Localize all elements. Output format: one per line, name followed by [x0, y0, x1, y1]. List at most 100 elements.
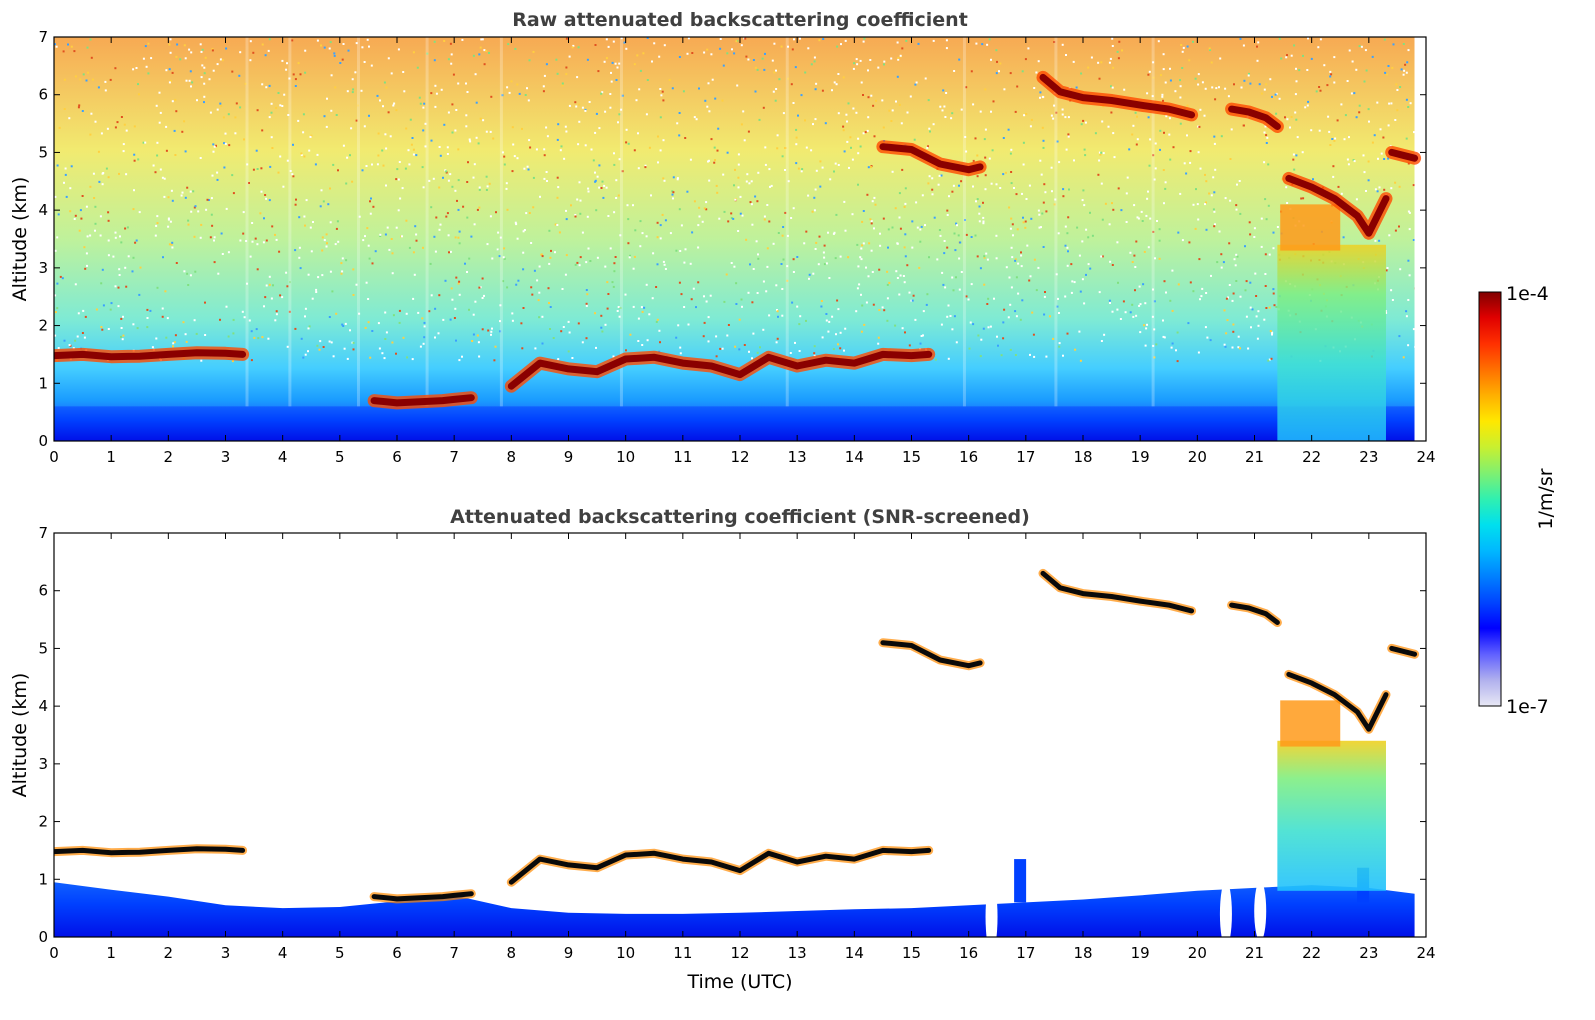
boundary-layer — [54, 406, 1415, 441]
x-tick-label: 9 — [564, 944, 574, 962]
x-tick-label: 1 — [106, 944, 116, 962]
x-tick-label: 3 — [221, 944, 231, 962]
y-tick-label: 7 — [38, 524, 48, 542]
colorbar: 1e-4 1e-7 1/m/sr — [1478, 283, 1557, 718]
panel-raw: Raw attenuated backscattering coefficien… — [9, 9, 1436, 466]
chart-title-screened: Attenuated backscattering coefficient (S… — [450, 506, 1030, 528]
chart-title-raw: Raw attenuated backscattering coefficien… — [512, 9, 968, 31]
x-tick-label: 23 — [1359, 448, 1378, 466]
x-tick-label: 13 — [788, 448, 807, 466]
y-tick-label: 0 — [38, 432, 48, 450]
y-axis-label-raw: Altitude (km) — [9, 177, 31, 302]
y-tick-label: 0 — [38, 928, 48, 946]
y-tick-label: 5 — [38, 639, 48, 657]
plot-area-screened — [54, 533, 1426, 937]
y-tick-label: 5 — [38, 143, 48, 161]
x-tick-label: 19 — [1131, 448, 1150, 466]
cloud-mid-cloud-a — [879, 143, 984, 174]
x-tick-label: 23 — [1359, 944, 1378, 962]
y-tick-label: 1 — [38, 374, 48, 392]
x-tick-label: 20 — [1188, 944, 1207, 962]
y-tick-label: 2 — [38, 317, 48, 335]
colorbar-max-label: 1e-4 — [1506, 283, 1549, 305]
x-tick-label: 6 — [392, 448, 402, 466]
panel-screened: Attenuated backscattering coefficient (S… — [9, 506, 1436, 993]
cloud-screened-high-cloud-a — [1040, 570, 1195, 614]
noise-streak — [245, 37, 249, 441]
x-tick-label: 10 — [616, 944, 635, 962]
x-tick-label: 10 — [616, 448, 635, 466]
x-tick-label: 14 — [845, 448, 864, 466]
x-tick-label: 12 — [730, 448, 749, 466]
x-tick-label: 18 — [1073, 448, 1092, 466]
cloud-mid-cloud-c — [1388, 148, 1419, 162]
bl-gap — [1219, 881, 1232, 937]
y-tick-label: 7 — [38, 28, 48, 46]
x-tick-label: 14 — [845, 944, 864, 962]
colorbar-unit-label: 1/m/sr — [1535, 468, 1557, 529]
noise-streak — [425, 37, 429, 441]
precip-region-screened — [1277, 740, 1386, 891]
noise-streak — [1054, 37, 1058, 441]
noise-streak — [785, 37, 789, 441]
x-tick-label: 24 — [1416, 944, 1435, 962]
y-tick-label: 1 — [38, 870, 48, 888]
cloud-low-cloud-a — [54, 349, 247, 361]
x-tick-label: 7 — [449, 944, 459, 962]
x-tick-label: 4 — [278, 944, 288, 962]
no-data-strip — [1414, 37, 1426, 441]
x-tick-label: 20 — [1188, 448, 1207, 466]
cloud-screened-mid-cloud-b — [1286, 671, 1389, 732]
precip-core-screened — [1280, 700, 1341, 747]
colorbar-gradient — [1478, 291, 1502, 707]
cloud-screened-mid-cloud-c — [1389, 645, 1418, 657]
x-tick-label: 16 — [959, 448, 978, 466]
y-tick-label: 2 — [38, 813, 48, 831]
heatmap-raw — [54, 37, 1426, 441]
y-tick-label: 6 — [38, 582, 48, 600]
cloud-mid-cloud-b — [1285, 174, 1390, 237]
x-tick-label: 7 — [449, 448, 459, 466]
x-tick-label: 5 — [335, 448, 345, 466]
x-tick-label: 16 — [959, 944, 978, 962]
noise-streak — [962, 37, 966, 441]
x-tick-label: 9 — [564, 448, 574, 466]
y-tick-label: 4 — [38, 697, 48, 715]
x-axis-screened: 0 1 2 3 4 5 6 7 8 9 10 11 12 13 14 15 16 17 18 19 20 21 22 23 24 — [49, 533, 1436, 962]
x-tick-label: 8 — [507, 448, 517, 466]
colorbar-min-label: 1e-7 — [1506, 696, 1549, 718]
x-tick-label: 19 — [1131, 944, 1150, 962]
boundary-layer-screened — [54, 882, 1415, 937]
signal-field — [54, 37, 1415, 441]
x-tick-label: 22 — [1302, 448, 1321, 466]
bl-plume — [1014, 859, 1027, 903]
x-tick-label: 18 — [1073, 944, 1092, 962]
x-tick-label: 21 — [1245, 944, 1264, 962]
cloud-screened-low-cloud-b — [371, 891, 474, 902]
bl-gap — [1254, 881, 1267, 937]
noise-streak — [499, 37, 503, 441]
x-tick-label: 1 — [106, 448, 116, 466]
x-tick-label: 2 — [164, 448, 174, 466]
x-axis-raw: 0 1 2 3 4 5 6 7 8 9 10 11 12 13 14 15 16 17 18 19 20 21 22 23 24 — [49, 37, 1436, 466]
y-tick-label: 3 — [38, 755, 48, 773]
x-tick-label: 17 — [1016, 448, 1035, 466]
x-tick-label: 12 — [730, 944, 749, 962]
cloud-low-cloud-b — [370, 394, 475, 407]
noise-streak — [619, 37, 623, 441]
y-axis-raw: 0 1 2 3 4 5 6 7 — [38, 28, 1426, 450]
bl-gap — [985, 881, 998, 937]
x-tick-label: 5 — [335, 944, 345, 962]
cloud-screened-mid-cloud-a — [880, 640, 983, 669]
heatmap-screened — [54, 568, 1420, 937]
y-tick-label: 4 — [38, 201, 48, 219]
noise-streak — [1151, 37, 1155, 441]
x-tick-label: 13 — [788, 944, 807, 962]
x-tick-label: 0 — [49, 944, 59, 962]
y-tick-label: 6 — [38, 86, 48, 104]
x-tick-label: 0 — [49, 448, 59, 466]
x-tick-label: 22 — [1302, 944, 1321, 962]
x-axis-label: Time (UTC) — [686, 971, 792, 993]
x-tick-label: 21 — [1245, 448, 1264, 466]
noise-streak — [288, 37, 292, 441]
